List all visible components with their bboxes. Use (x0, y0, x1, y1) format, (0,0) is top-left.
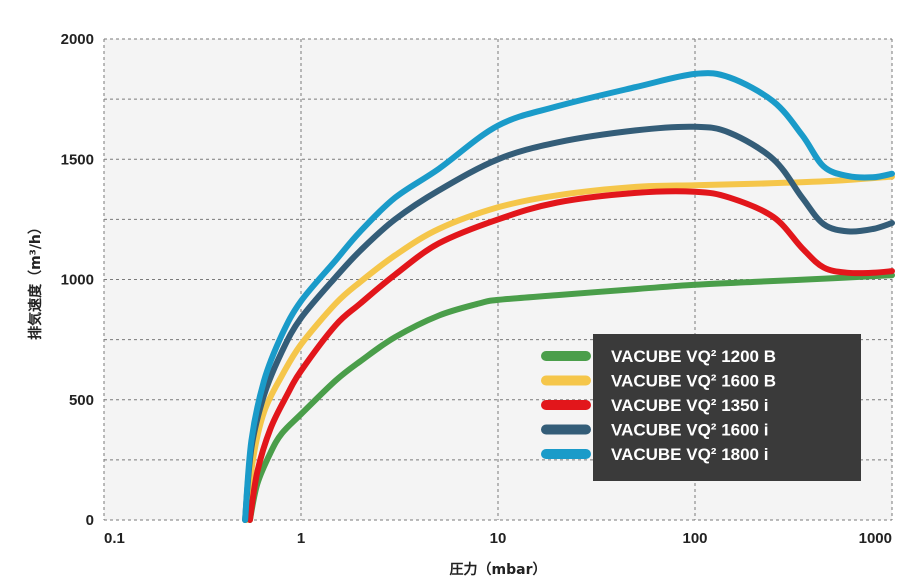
x-tick-label: 0.1 (104, 530, 125, 547)
x-axis-title: 圧力（mbar） (450, 561, 547, 578)
series-line (242, 123, 895, 523)
legend-label: VACUBE VQ² 1800 i (611, 445, 768, 464)
series-lines (242, 70, 895, 523)
y-tick-label: 2000 (61, 31, 94, 48)
legend: VACUBE VQ² 1200 B VACUBE VQ² 1600 B VACUBE… (541, 334, 861, 481)
x-tick-label: 100 (682, 530, 707, 547)
y-tick-label: 1000 (61, 272, 94, 289)
y-tick-label: 0 (86, 512, 94, 529)
y-tick-label: 500 (69, 392, 94, 409)
y-tick-label: 1500 (61, 151, 94, 168)
series-line (243, 173, 895, 523)
x-tick-label: 1000 (859, 530, 892, 547)
x-tick-label: 1 (297, 530, 305, 547)
series-line (242, 70, 895, 523)
legend-label: VACUBE VQ² 1350 i (611, 396, 768, 415)
y-axis-title: 排気速度（m³/h） (27, 220, 44, 340)
legend-box (593, 334, 861, 481)
x-tick-labels: 0.1 1 10 100 1000 (104, 530, 892, 547)
y-tick-labels: 0 500 1000 1500 2000 (61, 31, 94, 529)
series-line (246, 188, 895, 523)
legend-label: VACUBE VQ² 1200 B (611, 347, 776, 366)
x-tick-label: 10 (490, 530, 507, 547)
series-line (246, 272, 895, 523)
legend-label: VACUBE VQ² 1600 B (611, 372, 776, 391)
legend-label: VACUBE VQ² 1600 i (611, 421, 768, 440)
